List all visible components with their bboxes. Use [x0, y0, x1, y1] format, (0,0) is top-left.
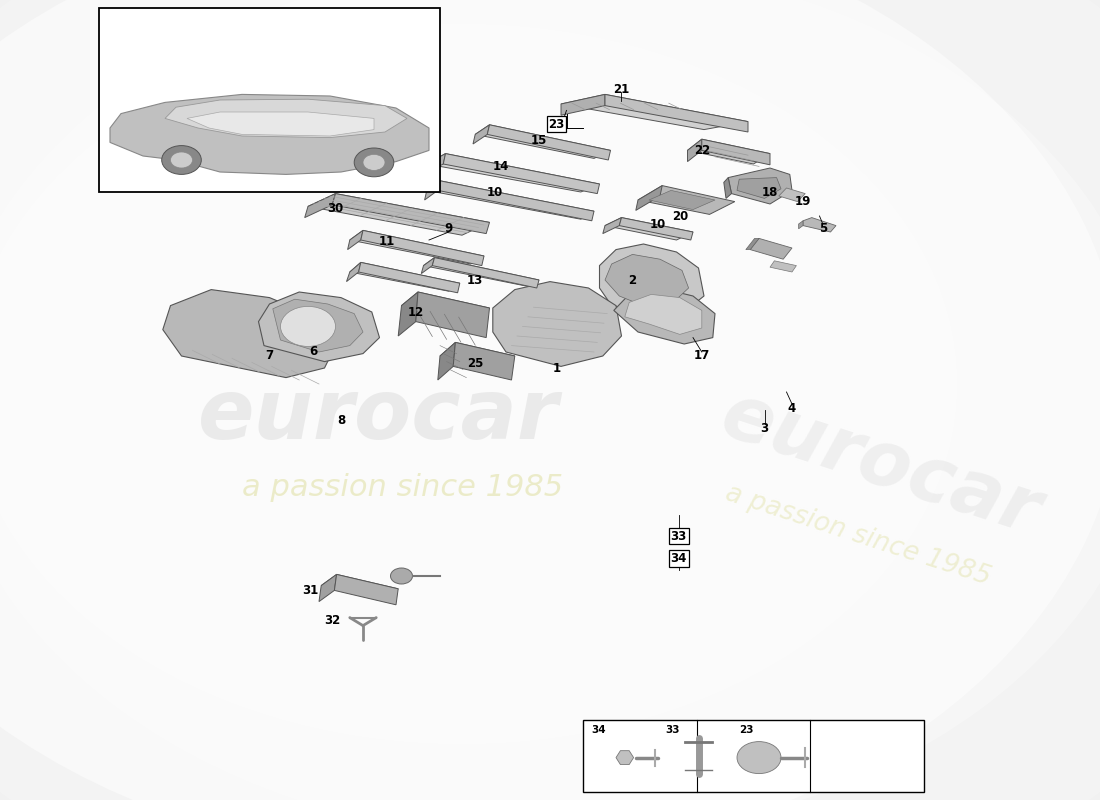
- Polygon shape: [493, 282, 622, 366]
- Text: a passion since 1985: a passion since 1985: [722, 481, 994, 591]
- Polygon shape: [424, 258, 539, 286]
- Text: 10: 10: [487, 186, 503, 198]
- Polygon shape: [724, 178, 732, 198]
- Bar: [99, 8, 440, 192]
- Polygon shape: [308, 194, 490, 235]
- Polygon shape: [803, 218, 836, 232]
- Text: 6: 6: [309, 346, 318, 358]
- Polygon shape: [440, 342, 515, 368]
- Text: 11: 11: [379, 235, 395, 248]
- Text: 9: 9: [444, 222, 453, 234]
- Circle shape: [390, 568, 412, 584]
- Polygon shape: [473, 125, 490, 144]
- Polygon shape: [487, 125, 610, 160]
- Text: 21: 21: [614, 83, 629, 96]
- Circle shape: [170, 152, 192, 168]
- Polygon shape: [424, 154, 446, 174]
- Polygon shape: [561, 94, 605, 115]
- Polygon shape: [688, 139, 770, 164]
- Circle shape: [0, 24, 957, 744]
- Polygon shape: [561, 94, 748, 130]
- Polygon shape: [746, 238, 759, 250]
- Polygon shape: [438, 181, 594, 221]
- Polygon shape: [332, 194, 490, 234]
- Text: 18: 18: [762, 186, 778, 198]
- Polygon shape: [605, 94, 748, 132]
- Text: 17: 17: [694, 350, 710, 362]
- Polygon shape: [359, 262, 460, 293]
- Polygon shape: [334, 574, 398, 605]
- Circle shape: [280, 306, 336, 346]
- Polygon shape: [453, 342, 515, 380]
- Text: 10: 10: [650, 218, 666, 230]
- Polygon shape: [361, 230, 484, 266]
- Text: 23: 23: [739, 726, 754, 735]
- Polygon shape: [438, 342, 455, 380]
- Polygon shape: [605, 218, 693, 240]
- Text: 7: 7: [265, 350, 274, 362]
- Polygon shape: [649, 190, 715, 210]
- Polygon shape: [728, 168, 792, 204]
- Polygon shape: [625, 294, 702, 334]
- Polygon shape: [187, 112, 374, 136]
- Circle shape: [162, 146, 201, 174]
- Polygon shape: [443, 154, 600, 194]
- Polygon shape: [688, 139, 702, 162]
- Text: 30: 30: [328, 202, 343, 214]
- Polygon shape: [416, 292, 490, 338]
- Text: 14: 14: [493, 160, 508, 173]
- Text: 19: 19: [795, 195, 811, 208]
- Text: eurocar: eurocar: [712, 378, 1048, 550]
- Polygon shape: [432, 258, 539, 288]
- Text: 15: 15: [531, 134, 547, 146]
- Text: 3: 3: [760, 422, 769, 434]
- Polygon shape: [779, 188, 805, 202]
- Text: 31: 31: [302, 584, 318, 597]
- Polygon shape: [258, 292, 380, 362]
- Polygon shape: [427, 154, 600, 192]
- Polygon shape: [163, 290, 336, 378]
- Text: 8: 8: [337, 414, 345, 426]
- Circle shape: [737, 742, 781, 774]
- Polygon shape: [636, 186, 662, 210]
- Polygon shape: [321, 574, 398, 598]
- Bar: [583, 720, 924, 792]
- Text: 34: 34: [592, 726, 606, 735]
- Circle shape: [363, 154, 385, 170]
- Polygon shape: [346, 262, 361, 282]
- Text: eurocar: eurocar: [198, 375, 559, 457]
- Text: 32: 32: [324, 614, 340, 626]
- Text: 25: 25: [468, 358, 483, 370]
- Polygon shape: [799, 221, 803, 229]
- Polygon shape: [273, 299, 363, 352]
- Polygon shape: [350, 262, 460, 291]
- Polygon shape: [165, 99, 407, 138]
- Polygon shape: [605, 254, 689, 308]
- Polygon shape: [638, 186, 735, 214]
- Text: 23: 23: [549, 118, 564, 130]
- Text: 1: 1: [552, 362, 561, 374]
- Text: 2: 2: [628, 274, 637, 286]
- Polygon shape: [750, 238, 792, 259]
- Circle shape: [354, 148, 394, 177]
- Text: 4: 4: [788, 402, 796, 414]
- Polygon shape: [425, 181, 440, 200]
- Polygon shape: [600, 244, 704, 320]
- Polygon shape: [616, 750, 634, 765]
- Polygon shape: [702, 139, 770, 165]
- Polygon shape: [350, 230, 484, 264]
- Polygon shape: [305, 194, 336, 218]
- Polygon shape: [475, 125, 610, 158]
- Text: 12: 12: [408, 306, 424, 318]
- Text: 34: 34: [671, 552, 686, 565]
- Text: 33: 33: [666, 726, 680, 735]
- Polygon shape: [427, 181, 594, 219]
- Polygon shape: [737, 178, 781, 198]
- Text: 13: 13: [468, 274, 483, 286]
- Polygon shape: [402, 292, 490, 320]
